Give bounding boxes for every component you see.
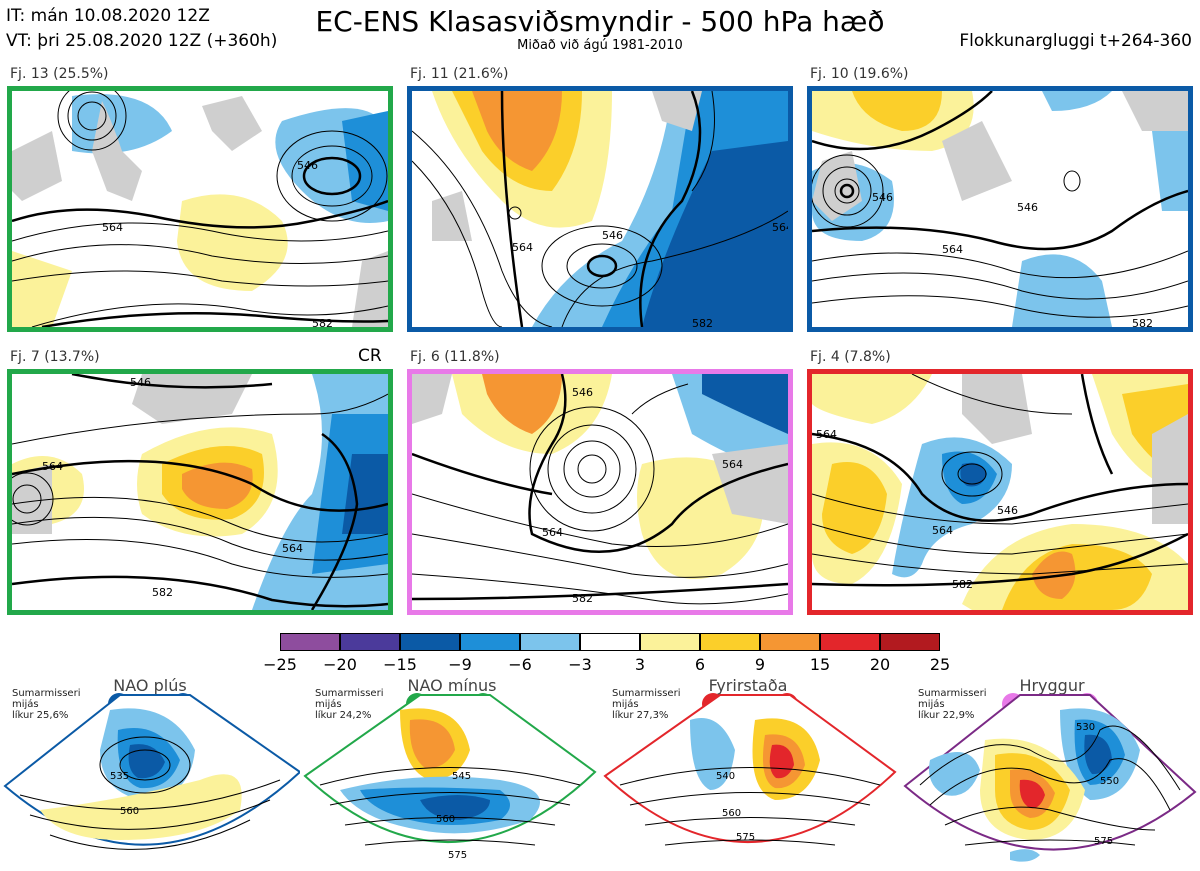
cluster-map-4: 546 564 564 582: [7, 369, 393, 615]
contour-label: 582: [312, 317, 333, 327]
colorbar-tick: 9: [754, 655, 766, 674]
contour-label: 575: [448, 850, 467, 861]
contour-label: 540: [716, 771, 735, 782]
panel-3-label: Fj. 10 (19.6%): [810, 66, 909, 82]
contour-label: 550: [1100, 776, 1119, 787]
contour-label: 564: [542, 526, 563, 539]
page-subtitle: Miðað við ágú 1981-2010: [517, 38, 683, 53]
contour-label: 546: [572, 386, 593, 399]
colorbar-tick: 20: [869, 655, 891, 674]
regime-2-map: 545 560 575: [303, 694, 597, 861]
contour-label: 546: [297, 159, 318, 172]
valid-time: VT: þri 25.08.2020 12Z (+360h): [6, 31, 278, 51]
contour-label: 564: [932, 524, 953, 537]
regime-2-prob: líkur 24,2%: [315, 710, 372, 721]
panel-4-tag: CR: [358, 346, 382, 366]
colorbar-bin: [400, 633, 460, 651]
colorbar-bin: [760, 633, 820, 651]
regime-4-season: Sumarmisseri: [918, 688, 987, 699]
contour-label: 546: [602, 229, 623, 242]
contour-label: 564: [722, 458, 743, 471]
contour-label: 546: [997, 504, 1018, 517]
contour-label: 546: [130, 376, 151, 389]
colorbar-bin: [340, 633, 400, 651]
contour-label: 560: [120, 806, 139, 817]
regime-3-map: 540 560 575: [603, 694, 897, 846]
contour-label: 564: [102, 221, 123, 234]
colorbar-bin: [820, 633, 880, 651]
colorbar-tick: −20: [323, 655, 357, 674]
contour-label: 546: [1017, 201, 1038, 214]
regime-3-season: Sumarmisseri: [612, 688, 681, 699]
contour-label: 564: [282, 542, 303, 555]
contour-label: 560: [436, 814, 455, 825]
regime-1-mean: mijás: [12, 699, 39, 710]
contour-label: 530: [1076, 722, 1095, 733]
cluster-map-6: 564 546 564 582: [807, 369, 1193, 615]
cluster-map-1: 546 564 582: [7, 86, 393, 332]
contour-label: 535: [110, 771, 129, 782]
panel-5-label: Fj. 6 (11.8%): [410, 349, 500, 365]
colorbar-tick: −3: [568, 655, 592, 674]
contour-label: 545: [452, 771, 471, 782]
contour-label: 582: [1132, 317, 1153, 327]
regime-3-name: Fyrirstaða: [708, 676, 788, 695]
contour-label: 575: [1094, 836, 1113, 847]
panel-6-label: Fj. 4 (7.8%): [810, 349, 891, 365]
colorbar-bin: [580, 633, 640, 651]
colorbar-bin: [640, 633, 700, 651]
colorbar-bin: [880, 633, 940, 651]
init-time: IT: mán 10.08.2020 12Z: [6, 6, 210, 26]
regime-4-prob: líkur 22,9%: [918, 710, 975, 721]
panel-1-label: Fj. 13 (25.5%): [10, 66, 109, 82]
panel-4-label: Fj. 7 (13.7%): [10, 349, 100, 365]
colorbar-tick: −25: [263, 655, 297, 674]
colorbar-tick: 15: [809, 655, 831, 674]
contour-label: 564: [942, 243, 963, 256]
contour-label: 582: [952, 578, 973, 591]
regime-3-prob: líkur 27,3%: [612, 710, 669, 721]
regime-2-name: NAO mínus: [407, 676, 497, 695]
regime-4-map: 530 550 575: [903, 694, 1197, 862]
regime-2-mean: mijás: [315, 699, 342, 710]
regime-1-prob: líkur 25,6%: [12, 710, 69, 721]
colorbar-tick: −9: [448, 655, 472, 674]
contour-label: 564: [512, 241, 533, 254]
colorbar-tick: 6: [694, 655, 706, 674]
colorbar-tick: −15: [383, 655, 417, 674]
colorbar-tick: 3: [634, 655, 646, 674]
regime-1-map: 535 560: [3, 694, 300, 850]
colorbar-tick: −6: [508, 655, 532, 674]
regime-1-season: Sumarmisseri: [12, 688, 81, 699]
contour-label: 560: [722, 808, 741, 819]
contour-label: 575: [736, 832, 755, 843]
contour-label: 582: [572, 592, 593, 605]
contour-label: 582: [692, 317, 713, 327]
colorbar-bin: [700, 633, 760, 651]
regime-3-mean: mijás: [612, 699, 639, 710]
colorbar-tick: 25: [929, 655, 951, 674]
colorbar-bin: [520, 633, 580, 651]
classification-window: Flokkunargluggi t+264-360: [959, 31, 1192, 51]
cluster-map-3: 546 546 564 582: [807, 86, 1193, 332]
contour-label: 564: [772, 221, 788, 234]
contour-label: 582: [152, 586, 173, 599]
regime-1-name: NAO plús: [113, 676, 187, 695]
contour-label: 564: [816, 428, 837, 441]
contour-label: 546: [872, 191, 893, 204]
regime-2-season: Sumarmisseri: [315, 688, 384, 699]
panel-2-label: Fj. 11 (21.6%): [410, 66, 509, 82]
contour-label: 564: [42, 460, 63, 473]
cluster-map-2: 546 564 564 582: [407, 86, 793, 332]
regime-4-name: Hryggur: [1019, 676, 1085, 695]
cluster-map-5: 546 564 564 582: [407, 369, 793, 615]
colorbar-bin: [280, 633, 340, 651]
colorbar-bin: [460, 633, 520, 651]
page-title: EC-ENS Klasasviðsmyndir - 500 hPa hæð: [315, 5, 885, 38]
regime-4-mean: mijás: [918, 699, 945, 710]
